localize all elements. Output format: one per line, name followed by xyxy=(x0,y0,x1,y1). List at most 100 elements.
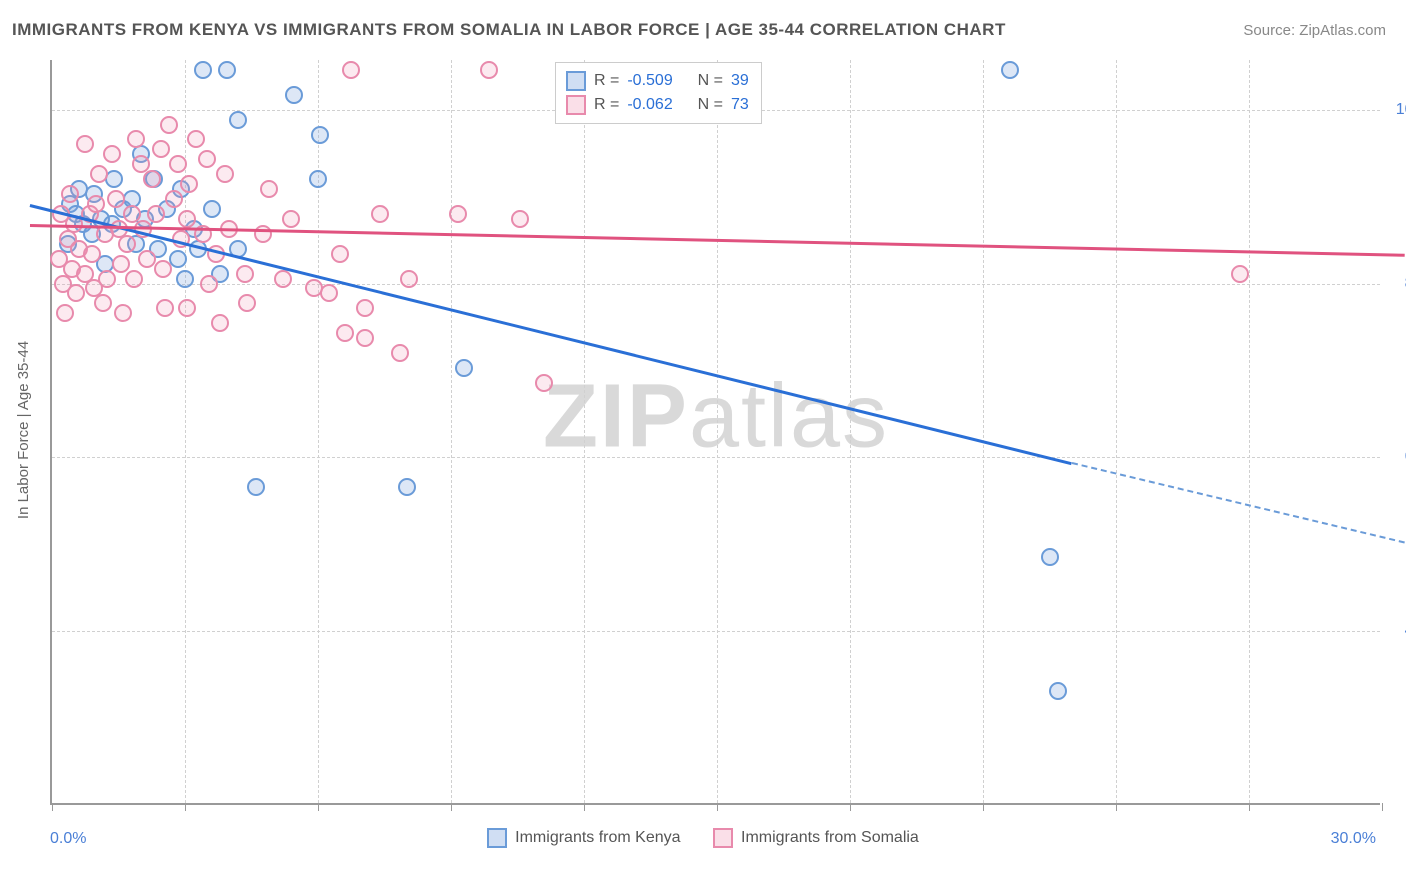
data-point xyxy=(236,265,254,283)
r-value-somalia: -0.062 xyxy=(627,96,672,114)
grid-line-v xyxy=(1249,60,1250,803)
data-point xyxy=(98,270,116,288)
swatch-kenya xyxy=(566,71,586,91)
data-point xyxy=(229,111,247,129)
grid-line-v xyxy=(451,60,452,803)
source-name: ZipAtlas.com xyxy=(1299,22,1386,39)
x-tick xyxy=(717,803,718,811)
grid-line-v xyxy=(983,60,984,803)
data-point xyxy=(169,250,187,268)
data-point xyxy=(282,210,300,228)
data-point xyxy=(127,130,145,148)
data-point xyxy=(1041,548,1059,566)
swatch-kenya-icon xyxy=(487,828,507,848)
legend-label-kenya: Immigrants from Kenya xyxy=(515,829,680,847)
data-point xyxy=(87,195,105,213)
data-point xyxy=(169,155,187,173)
data-point xyxy=(247,478,265,496)
data-point xyxy=(356,299,374,317)
y-tick-label: 100.0% xyxy=(1390,101,1406,119)
grid-line-v xyxy=(850,60,851,803)
data-point xyxy=(535,374,553,392)
data-point xyxy=(118,235,136,253)
grid-line-v xyxy=(584,60,585,803)
data-point xyxy=(67,284,85,302)
legend-item-somalia: Immigrants from Somalia xyxy=(713,828,919,848)
legend-label-somalia: Immigrants from Somalia xyxy=(741,829,919,847)
y-tick-label: 65.0% xyxy=(1390,448,1406,466)
data-point xyxy=(94,294,112,312)
x-tick xyxy=(52,803,53,811)
data-point xyxy=(152,140,170,158)
y-tick-label: 47.5% xyxy=(1390,622,1406,640)
data-point xyxy=(203,200,221,218)
r-label: R = xyxy=(594,96,619,114)
data-point xyxy=(200,275,218,293)
swatch-somalia-icon xyxy=(713,828,733,848)
data-point xyxy=(398,478,416,496)
r-value-kenya: -0.509 xyxy=(627,72,672,90)
legend-item-kenya: Immigrants from Kenya xyxy=(487,828,680,848)
data-point xyxy=(61,185,79,203)
swatch-somalia xyxy=(566,95,586,115)
data-point xyxy=(143,170,161,188)
data-point xyxy=(83,245,101,263)
data-point xyxy=(274,270,292,288)
n-value-kenya: 39 xyxy=(731,72,749,90)
r-label: R = xyxy=(594,72,619,90)
data-point xyxy=(178,210,196,228)
source-attribution: Source: ZipAtlas.com xyxy=(1243,22,1386,39)
data-point xyxy=(320,284,338,302)
data-point xyxy=(331,245,349,263)
data-point xyxy=(511,210,529,228)
series-legend: Immigrants from Kenya Immigrants from So… xyxy=(0,828,1406,853)
source-prefix: Source: xyxy=(1243,22,1299,39)
data-point xyxy=(336,324,354,342)
data-point xyxy=(154,260,172,278)
grid-line-h xyxy=(52,457,1380,458)
n-label: N = xyxy=(698,96,723,114)
chart-container: IMMIGRANTS FROM KENYA VS IMMIGRANTS FROM… xyxy=(0,0,1406,892)
grid-line-v xyxy=(185,60,186,803)
data-point xyxy=(238,294,256,312)
data-point xyxy=(455,359,473,377)
x-tick xyxy=(584,803,585,811)
data-point xyxy=(342,61,360,79)
data-point xyxy=(156,299,174,317)
data-point xyxy=(178,299,196,317)
n-value-somalia: 73 xyxy=(731,96,749,114)
y-axis-title: In Labor Force | Age 35-44 xyxy=(15,341,32,519)
data-point xyxy=(1001,61,1019,79)
data-point xyxy=(160,116,178,134)
x-tick xyxy=(983,803,984,811)
data-point xyxy=(105,170,123,188)
data-point xyxy=(198,150,216,168)
data-point xyxy=(254,225,272,243)
x-tick xyxy=(850,803,851,811)
data-point xyxy=(311,126,329,144)
data-point xyxy=(391,344,409,362)
data-point xyxy=(187,130,205,148)
data-point xyxy=(309,170,327,188)
data-point xyxy=(260,180,278,198)
x-tick xyxy=(1382,803,1383,811)
grid-line-h xyxy=(52,284,1380,285)
data-point xyxy=(218,61,236,79)
plot-area: ZIPatlas 47.5%65.0%82.5%100.0% xyxy=(50,60,1380,805)
data-point xyxy=(56,304,74,322)
data-point xyxy=(180,175,198,193)
x-tick xyxy=(1116,803,1117,811)
n-label: N = xyxy=(698,72,723,90)
data-point xyxy=(211,314,229,332)
x-tick xyxy=(318,803,319,811)
watermark-bold: ZIP xyxy=(543,366,689,466)
trend-line xyxy=(1071,462,1404,543)
data-point xyxy=(371,205,389,223)
x-tick xyxy=(185,803,186,811)
data-point xyxy=(356,329,374,347)
data-point xyxy=(112,255,130,273)
data-point xyxy=(285,86,303,104)
data-point xyxy=(176,270,194,288)
legend-row-kenya: R = -0.509 N = 39 xyxy=(566,69,749,93)
x-tick xyxy=(451,803,452,811)
